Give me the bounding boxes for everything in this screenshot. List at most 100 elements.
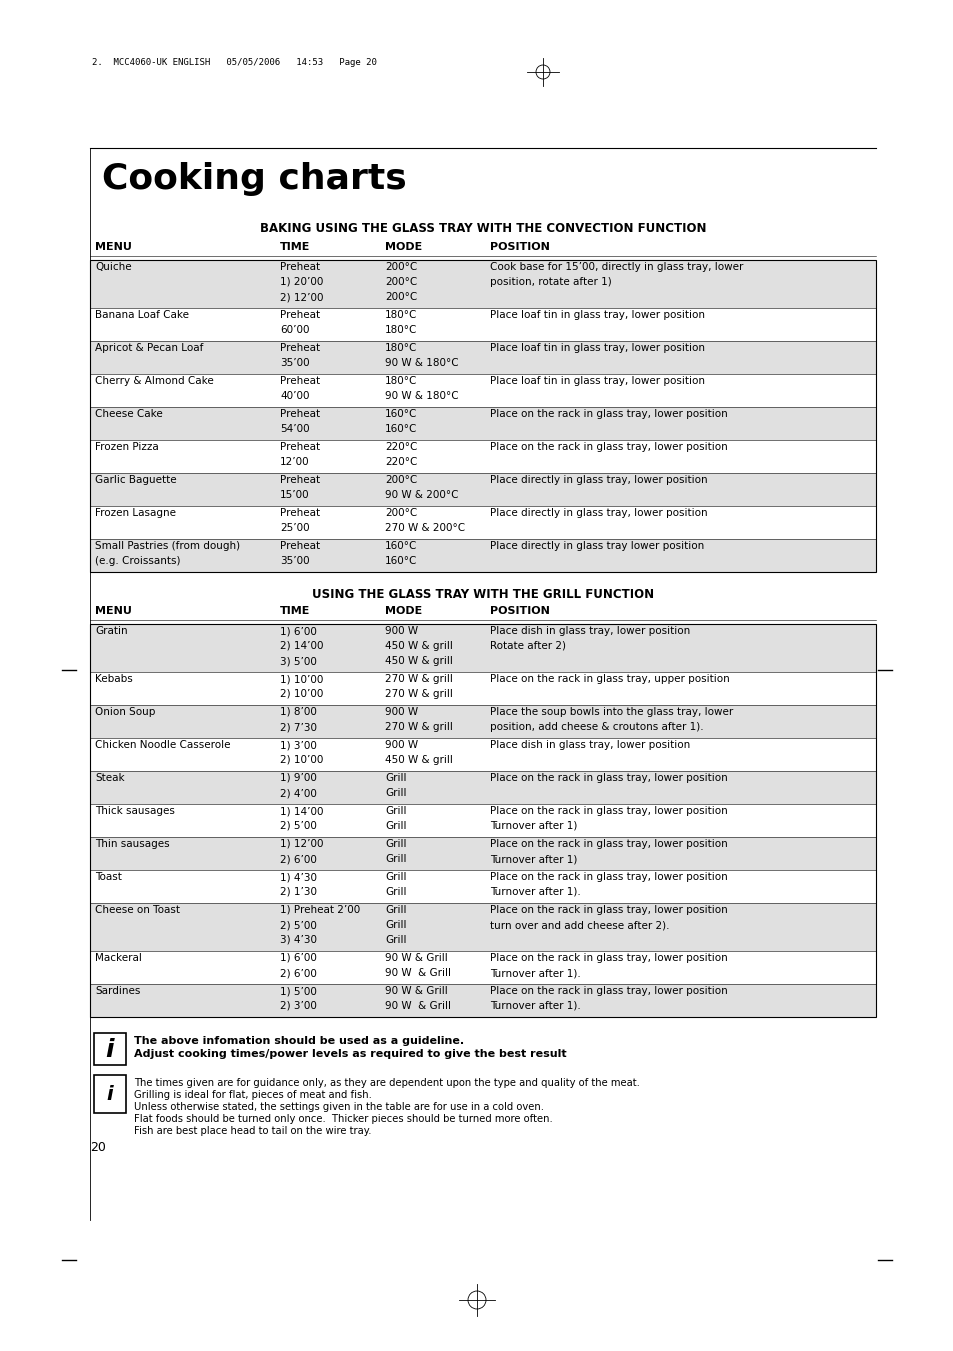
- Text: 2) 5’00: 2) 5’00: [280, 920, 316, 929]
- Text: Turnover after 1): Turnover after 1): [490, 821, 577, 831]
- Text: Quiche: Quiche: [95, 262, 132, 272]
- Text: Fish are best place head to tail on the wire tray.: Fish are best place head to tail on the …: [133, 1125, 371, 1136]
- Text: Place loaf tin in glass tray, lower position: Place loaf tin in glass tray, lower posi…: [490, 309, 704, 320]
- Text: 180°C: 180°C: [385, 309, 416, 320]
- Text: Garlic Baguette: Garlic Baguette: [95, 476, 176, 485]
- Text: Grill: Grill: [385, 920, 406, 929]
- Text: 450 W & grill: 450 W & grill: [385, 640, 453, 651]
- Text: 900 W: 900 W: [385, 626, 417, 636]
- Text: Preheat: Preheat: [280, 540, 320, 551]
- Text: Turnover after 1).: Turnover after 1).: [490, 969, 580, 978]
- Bar: [90, 259, 875, 571]
- Text: Onion Soup: Onion Soup: [95, 707, 155, 717]
- Text: Frozen Lasagne: Frozen Lasagne: [95, 508, 175, 517]
- Text: Place on the rack in glass tray, lower position: Place on the rack in glass tray, lower p…: [490, 807, 727, 816]
- Text: Unless otherwise stated, the settings given in the table are for use in a cold o: Unless otherwise stated, the settings gi…: [133, 1102, 543, 1112]
- Text: Grill: Grill: [385, 807, 406, 816]
- Text: 1) 3’00: 1) 3’00: [280, 740, 316, 750]
- Text: 2) 12’00: 2) 12’00: [280, 292, 323, 303]
- Text: Preheat: Preheat: [280, 508, 320, 517]
- Text: Preheat: Preheat: [280, 262, 320, 272]
- Text: TIME: TIME: [280, 607, 310, 616]
- Text: Grill: Grill: [385, 821, 406, 831]
- Text: 200°C: 200°C: [385, 292, 416, 303]
- Text: USING THE GLASS TRAY WITH THE GRILL FUNCTION: USING THE GLASS TRAY WITH THE GRILL FUNC…: [312, 588, 654, 601]
- Text: 160°C: 160°C: [385, 540, 416, 551]
- Text: 2) 4’00: 2) 4’00: [280, 788, 316, 798]
- Text: Grill: Grill: [385, 935, 406, 944]
- Text: Grilling is ideal for flat, pieces of meat and fish.: Grilling is ideal for flat, pieces of me…: [133, 1090, 372, 1100]
- Text: Cheese on Toast: Cheese on Toast: [95, 905, 180, 915]
- Text: Apricot & Pecan Loaf: Apricot & Pecan Loaf: [95, 343, 203, 353]
- Text: Place loaf tin in glass tray, lower position: Place loaf tin in glass tray, lower posi…: [490, 376, 704, 386]
- Text: 180°C: 180°C: [385, 326, 416, 335]
- Text: 2) 5’00: 2) 5’00: [280, 821, 316, 831]
- Text: 20: 20: [90, 1142, 106, 1154]
- Bar: [90, 705, 875, 738]
- Text: Steak: Steak: [95, 773, 125, 784]
- Text: 1) 12’00: 1) 12’00: [280, 839, 323, 848]
- Text: Preheat: Preheat: [280, 476, 320, 485]
- Text: 1) Preheat 2’00: 1) Preheat 2’00: [280, 905, 360, 915]
- Text: Preheat: Preheat: [280, 442, 320, 453]
- Text: 60’00: 60’00: [280, 326, 309, 335]
- Text: Banana Loaf Cake: Banana Loaf Cake: [95, 309, 189, 320]
- Text: The above infomation should be used as a guideline.: The above infomation should be used as a…: [133, 1036, 464, 1046]
- Text: Cooking charts: Cooking charts: [102, 162, 406, 196]
- Text: 25’00: 25’00: [280, 523, 310, 534]
- Text: 220°C: 220°C: [385, 442, 416, 453]
- Text: Place directly in glass tray lower position: Place directly in glass tray lower posit…: [490, 540, 703, 551]
- Text: Turnover after 1).: Turnover after 1).: [490, 1001, 580, 1011]
- Text: 1) 6’00: 1) 6’00: [280, 952, 316, 963]
- Text: Grill: Grill: [385, 888, 406, 897]
- Bar: [90, 473, 875, 507]
- Text: i: i: [106, 1038, 114, 1062]
- Text: Place directly in glass tray, lower position: Place directly in glass tray, lower posi…: [490, 508, 707, 517]
- Text: 1) 14’00: 1) 14’00: [280, 807, 323, 816]
- Text: Mackeral: Mackeral: [95, 952, 142, 963]
- Text: 2) 14’00: 2) 14’00: [280, 640, 323, 651]
- Text: 3) 4’30: 3) 4’30: [280, 935, 316, 944]
- Text: Thick sausages: Thick sausages: [95, 807, 174, 816]
- Text: 90 W & 200°C: 90 W & 200°C: [385, 490, 458, 500]
- Text: i: i: [107, 1085, 113, 1105]
- Text: 1) 20’00: 1) 20’00: [280, 277, 323, 286]
- Bar: [90, 259, 875, 308]
- Text: Grill: Grill: [385, 871, 406, 882]
- Text: 35’00: 35’00: [280, 557, 310, 566]
- Text: Place the soup bowls into the glass tray, lower: Place the soup bowls into the glass tray…: [490, 707, 733, 717]
- Text: 180°C: 180°C: [385, 376, 416, 386]
- Text: Frozen Pizza: Frozen Pizza: [95, 442, 158, 453]
- Text: Grill: Grill: [385, 905, 406, 915]
- Text: 90 W  & Grill: 90 W & Grill: [385, 969, 451, 978]
- Text: 1) 6’00: 1) 6’00: [280, 626, 316, 636]
- Text: 3) 5’00: 3) 5’00: [280, 657, 316, 666]
- Bar: [90, 984, 875, 1017]
- Text: Place dish in glass tray, lower position: Place dish in glass tray, lower position: [490, 626, 690, 636]
- Text: position, add cheese & croutons after 1).: position, add cheese & croutons after 1)…: [490, 721, 703, 732]
- Text: 2) 6’00: 2) 6’00: [280, 854, 316, 865]
- Text: Toast: Toast: [95, 871, 122, 882]
- Text: 35’00: 35’00: [280, 358, 310, 367]
- Text: 160°C: 160°C: [385, 557, 416, 566]
- Text: position, rotate after 1): position, rotate after 1): [490, 277, 611, 286]
- Text: 1) 9’00: 1) 9’00: [280, 773, 316, 784]
- Bar: [94, 1034, 126, 1065]
- Text: Chicken Noodle Casserole: Chicken Noodle Casserole: [95, 740, 231, 750]
- Text: Place dish in glass tray, lower position: Place dish in glass tray, lower position: [490, 740, 690, 750]
- Text: MODE: MODE: [385, 607, 422, 616]
- Text: 270 W & 200°C: 270 W & 200°C: [385, 523, 465, 534]
- Text: Kebabs: Kebabs: [95, 674, 132, 684]
- Text: 220°C: 220°C: [385, 457, 416, 467]
- Text: Thin sausages: Thin sausages: [95, 839, 170, 848]
- Bar: [90, 539, 875, 571]
- Text: Turnover after 1).: Turnover after 1).: [490, 888, 580, 897]
- Text: 1) 10’00: 1) 10’00: [280, 674, 323, 684]
- Text: Grill: Grill: [385, 839, 406, 848]
- Text: Sardines: Sardines: [95, 986, 140, 996]
- Bar: [90, 340, 875, 374]
- Text: MENU: MENU: [95, 242, 132, 253]
- Text: Rotate after 2): Rotate after 2): [490, 640, 565, 651]
- Text: Place on the rack in glass tray, lower position: Place on the rack in glass tray, lower p…: [490, 905, 727, 915]
- Text: MENU: MENU: [95, 607, 132, 616]
